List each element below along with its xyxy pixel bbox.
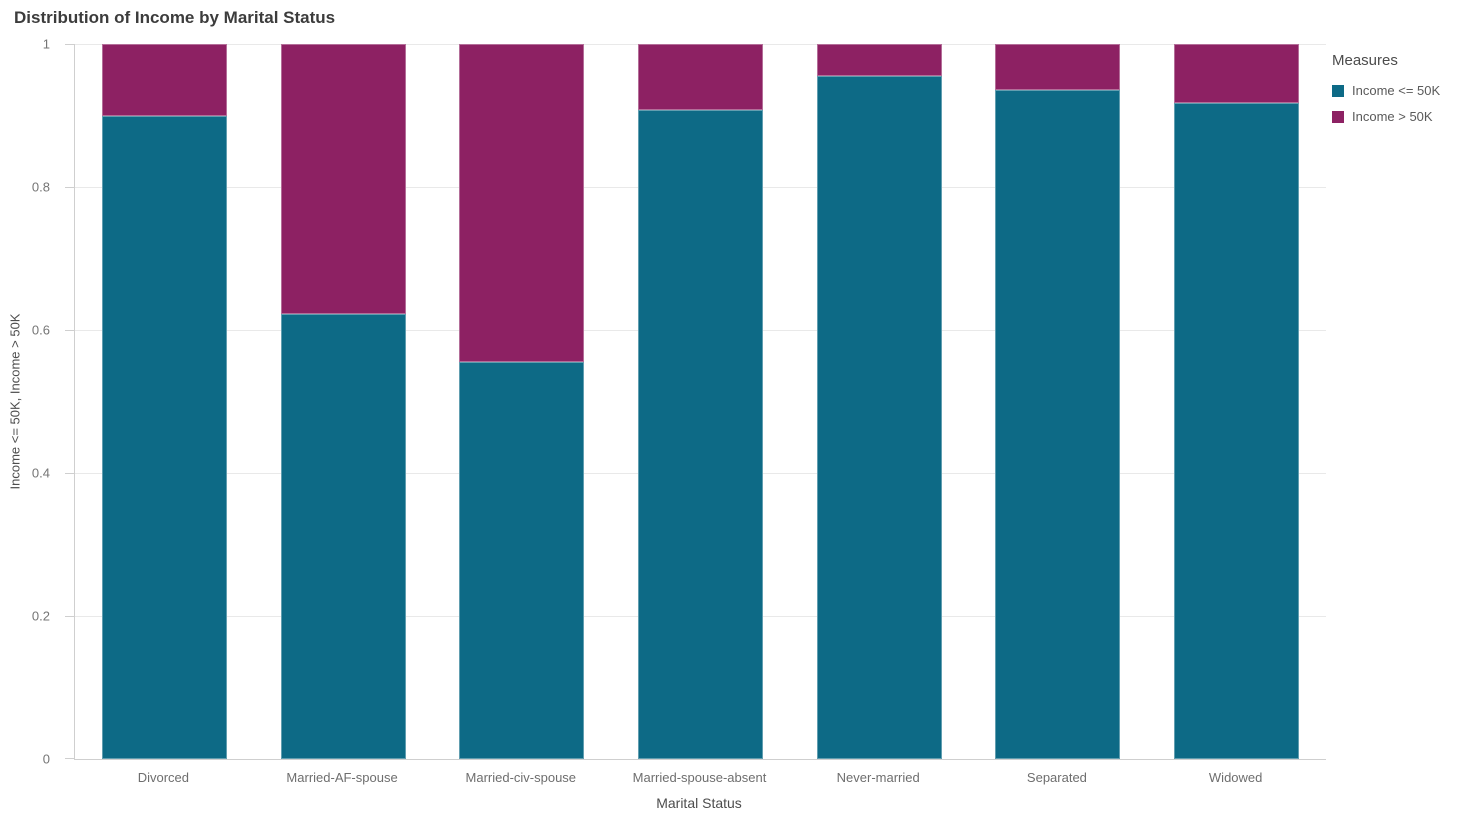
x-tick-label-married-civ-spouse: Married-civ-spouse <box>465 770 577 785</box>
y-tick-label-0.8: 0.8 <box>31 179 50 195</box>
legend: Measures Income <= 50K Income > 50K <box>1332 52 1462 135</box>
bar-segment-widowed-income-50k[interactable] <box>1174 44 1300 104</box>
x-tick-label-widowed: Widowed <box>1208 770 1263 785</box>
y-tick-mark-0.4 <box>65 473 74 474</box>
bar-segment-never-married-income-50k[interactable] <box>816 76 942 759</box>
bar-widowed <box>1174 44 1300 759</box>
bar-segment-married-af-spouse-income-50k[interactable] <box>280 314 406 759</box>
bar-married-spouse-absent <box>637 44 764 759</box>
bar-segment-married-spouse-absent-income-50k[interactable] <box>637 109 764 759</box>
legend-item-income-50k[interactable]: Income <= 50K <box>1332 83 1462 98</box>
x-tick-label-married-af-spouse: Married-AF-spouse <box>286 770 398 785</box>
x-tick-label-divorced: Divorced <box>137 770 189 785</box>
y-tick-mark-0.6 <box>65 330 74 331</box>
y-tick-label-0: 0 <box>42 751 50 767</box>
bar-segment-married-civ-spouse-income-50k[interactable] <box>459 44 585 363</box>
plot-area <box>65 44 1326 760</box>
bar-segment-never-married-income-50k[interactable] <box>816 44 942 77</box>
bar-segment-married-civ-spouse-income-50k[interactable] <box>459 362 585 759</box>
y-tick-mark-1 <box>65 44 74 45</box>
legend-swatch-icon <box>1332 84 1344 97</box>
y-tick-mark-0.2 <box>65 616 74 617</box>
legend-title: Measures <box>1332 52 1398 69</box>
bar-segment-married-spouse-absent-income-50k[interactable] <box>637 44 764 110</box>
x-tick-label-separated: Separated <box>1026 770 1087 785</box>
bar-segment-separated-income-50k[interactable] <box>995 89 1121 759</box>
bar-segment-divorced-income-50k[interactable] <box>101 115 227 759</box>
y-tick-label-0.6: 0.6 <box>31 322 50 338</box>
x-tick-label-never-married: Never-married <box>836 770 920 785</box>
y-tick-mark-0 <box>65 758 74 759</box>
bar-segment-married-af-spouse-income-50k[interactable] <box>280 44 406 315</box>
bar-segment-widowed-income-50k[interactable] <box>1174 103 1300 759</box>
y-tick-label-1: 1 <box>42 36 50 52</box>
y-tick-label-0.4: 0.4 <box>31 465 50 481</box>
legend-item-label: Income <= 50K <box>1352 83 1441 98</box>
legend-item-income-50k[interactable]: Income > 50K <box>1332 109 1462 124</box>
bar-never-married <box>816 44 942 759</box>
y-tick-label-0.2: 0.2 <box>31 608 50 624</box>
chart-title: Distribution of Income by Marital Status <box>14 8 336 27</box>
legend-swatch-icon <box>1332 110 1344 123</box>
bar-segment-divorced-income-50k[interactable] <box>101 44 227 116</box>
legend-item-label: Income > 50K <box>1352 109 1433 124</box>
x-axis-title: Marital Status <box>656 795 742 811</box>
y-tick-mark-0.8 <box>65 187 74 188</box>
y-axis: 0 0.2 0.4 0.6 0.8 1 <box>0 37 62 767</box>
x-tick-label-married-spouse-absent: Married-spouse-absent <box>632 770 767 785</box>
legend-items: Income <= 50K Income > 50K <box>1332 83 1462 124</box>
bar-segment-separated-income-50k[interactable] <box>995 44 1121 90</box>
bar-married-civ-spouse <box>459 44 585 759</box>
bar-separated <box>995 44 1121 759</box>
bar-divorced <box>101 44 227 759</box>
bar-married-af-spouse <box>280 44 406 759</box>
